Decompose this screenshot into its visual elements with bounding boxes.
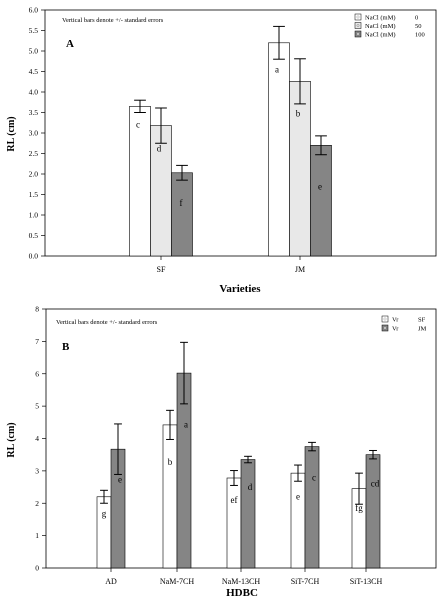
x-tick-label: NaM-13CH [222, 577, 260, 586]
bar [310, 145, 332, 257]
significance-letter: fg [355, 503, 363, 513]
y-tick-label: 1.0 [29, 211, 39, 220]
y-tick-label: 4.0 [29, 88, 39, 97]
bar [96, 496, 112, 569]
panel-b: Vertical bars denote +/- standard errors… [6, 305, 437, 599]
legend-name: Vr [392, 317, 399, 324]
bar [129, 106, 151, 257]
y-tick-label: 2.5 [29, 149, 39, 158]
panel-a-plot: 0.0 0.5 1.0 1.5 2.0 2.5 3.0 3.5 4.0 4.5 5.0 5.5 6.0 S… [29, 6, 332, 274]
legend-level: 0 [415, 15, 418, 22]
y-tick-label: 6 [35, 369, 39, 378]
y-tick-label: 2.0 [29, 170, 39, 179]
significance-letter: b [296, 108, 301, 118]
x-tick-label: SF [157, 265, 166, 274]
legend-marker [356, 24, 360, 27]
y-tick-label: 8 [35, 305, 39, 314]
bar [240, 459, 256, 569]
x-tick-label: NaM-7CH [160, 577, 194, 586]
y-tick-label: 0.0 [29, 252, 39, 261]
y-tick-label: 0.5 [29, 231, 39, 240]
panel-a-legend: NaCl (mM) 0 NaCl (mM) 50 NaCl (mM) 100 [354, 13, 425, 39]
y-tick-label: 6.0 [29, 6, 39, 15]
significance-letter: c [312, 473, 316, 483]
significance-letter: a [275, 65, 279, 75]
x-tick-label: SiT-13CH [350, 577, 383, 586]
panel-a-label: A [66, 38, 74, 50]
panel-a-xlabel: Varieties [219, 283, 261, 295]
y-tick-label: 0 [35, 564, 39, 573]
significance-letter: a [184, 420, 188, 430]
panel-b-plot: 0 1 2 3 4 5 6 7 8 AD g e NaM-7CH b a NaM-13CH efd SiT-7CH… [35, 305, 382, 587]
legend-marker [356, 32, 360, 36]
legend-level: JM [418, 326, 427, 333]
panel-b-label: B [62, 341, 70, 353]
bar [304, 446, 320, 569]
significance-letter: e [296, 492, 300, 502]
significance-letter: c [136, 119, 140, 129]
y-tick-label: 3.5 [29, 108, 39, 117]
bar [365, 454, 381, 569]
significance-letter: e [118, 474, 122, 484]
y-tick-label: 3.0 [29, 129, 39, 138]
legend-level: 100 [415, 32, 425, 39]
legend-name: Vr [392, 326, 399, 333]
panel-a: Vertical bars denote +/- standard errors… [6, 6, 437, 295]
panel-a-note: Vertical bars denote +/- standard errors [62, 17, 164, 24]
panel-b-note: Vertical bars denote +/- standard errors [56, 319, 158, 326]
legend-marker [356, 15, 360, 19]
panel-b-legend: Vr SF Vr JM [381, 315, 427, 333]
significance-letter: cd [371, 478, 380, 488]
legend-marker [383, 326, 387, 330]
significance-letter: b [168, 457, 173, 467]
y-tick-label: 7 [35, 337, 39, 346]
legend-name: NaCl (mM) [365, 23, 396, 30]
y-tick-label: 1 [35, 531, 39, 540]
panel-b-xlabel: HDBC [226, 587, 258, 599]
y-tick-label: 5.0 [29, 47, 39, 56]
legend-name: NaCl (mM) [365, 32, 396, 39]
bar [226, 477, 242, 569]
bar [171, 172, 193, 257]
significance-letter: ef [231, 495, 238, 505]
bar [268, 42, 290, 257]
panel-b-ylabel: RL (cm) [6, 422, 17, 457]
y-tick-label: 4 [35, 434, 39, 443]
panel-a-ylabel: RL (cm) [6, 116, 17, 151]
significance-letter: e [318, 182, 322, 192]
legend-level: 50 [415, 23, 422, 30]
x-tick-label: AD [105, 577, 117, 586]
y-tick-label: 5 [35, 402, 39, 411]
x-tick-label: SiT-7CH [291, 577, 320, 586]
significance-letter: f [180, 198, 183, 208]
significance-letter: g [102, 509, 107, 519]
bar [290, 472, 306, 569]
legend-name: NaCl (mM) [365, 15, 396, 22]
legend-level: SF [418, 317, 426, 324]
bar [162, 424, 178, 569]
y-tick-label: 3 [35, 466, 39, 475]
y-tick-label: 2 [35, 499, 39, 508]
legend-marker [383, 317, 387, 321]
panel-a-frame [44, 9, 437, 257]
x-tick-label: JM [295, 265, 305, 274]
y-tick-label: 4.5 [29, 67, 39, 76]
y-tick-label: 5.5 [29, 26, 39, 35]
significance-letter: d [248, 482, 253, 492]
y-tick-label: 1.5 [29, 190, 39, 199]
significance-letter: d [157, 144, 162, 154]
